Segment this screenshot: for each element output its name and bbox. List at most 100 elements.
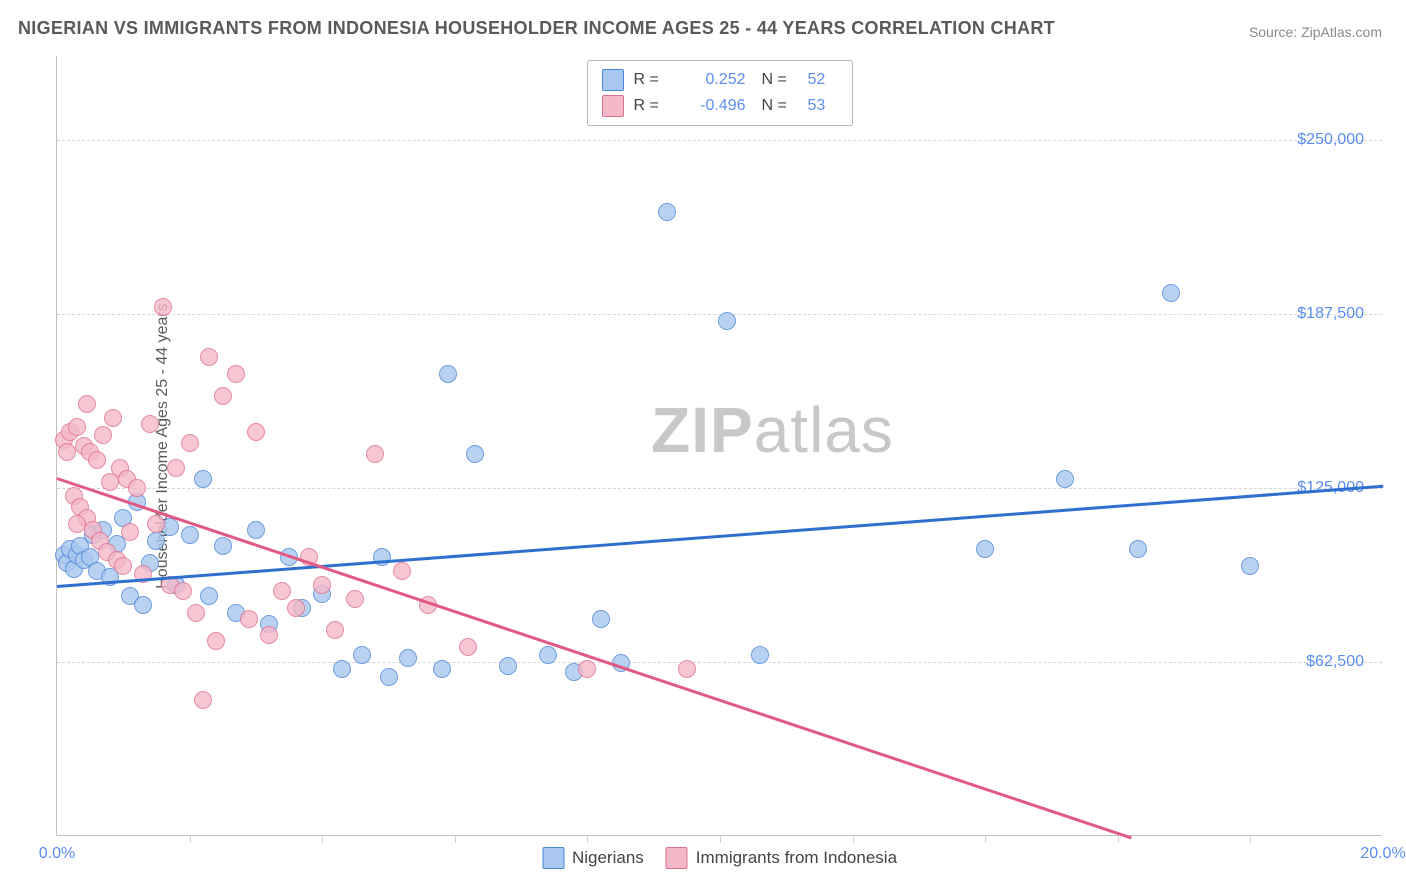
legend-label: Nigerians	[572, 848, 644, 868]
x-tick-minor	[985, 835, 986, 843]
n-value: 52	[808, 71, 838, 89]
data-point	[380, 668, 398, 686]
data-point	[174, 582, 192, 600]
data-point	[94, 426, 112, 444]
x-tick-minor	[322, 835, 323, 843]
data-point	[1162, 284, 1180, 302]
data-point	[260, 626, 278, 644]
x-tick-minor	[455, 835, 456, 843]
legend-swatch	[666, 847, 688, 869]
data-point	[326, 621, 344, 639]
data-point	[499, 657, 517, 675]
data-point	[214, 387, 232, 405]
r-value: 0.252	[676, 71, 746, 89]
data-point	[194, 691, 212, 709]
data-point	[539, 646, 557, 664]
y-tick-label: $62,500	[1306, 653, 1364, 671]
x-tick-minor	[587, 835, 588, 843]
data-point	[214, 537, 232, 555]
data-point	[227, 365, 245, 383]
stats-legend-row: R =-0.496N =53	[602, 93, 838, 119]
gridline-h	[57, 140, 1382, 141]
r-label: R =	[634, 97, 666, 115]
trend-line	[57, 477, 1132, 839]
legend-label: Immigrants from Indonesia	[696, 848, 897, 868]
n-label: N =	[762, 97, 798, 115]
x-tick-label: 20.0%	[1360, 845, 1405, 863]
data-point	[353, 646, 371, 664]
data-point	[346, 590, 364, 608]
data-point	[200, 348, 218, 366]
x-tick-label: 0.0%	[39, 845, 75, 863]
data-point	[147, 532, 165, 550]
stats-legend: R =0.252N =52R =-0.496N =53	[587, 60, 853, 126]
legend-swatch	[602, 69, 624, 91]
data-point	[181, 434, 199, 452]
x-tick-minor	[190, 835, 191, 843]
data-point	[200, 587, 218, 605]
data-point	[433, 660, 451, 678]
data-point	[141, 415, 159, 433]
x-tick-minor	[853, 835, 854, 843]
source-label: Source: ZipAtlas.com	[1249, 24, 1382, 40]
data-point	[399, 649, 417, 667]
data-point	[678, 660, 696, 678]
data-point	[366, 445, 384, 463]
data-point	[976, 540, 994, 558]
data-point	[187, 604, 205, 622]
chart-title: NIGERIAN VS IMMIGRANTS FROM INDONESIA HO…	[18, 18, 1055, 39]
series-legend: Nigerians Immigrants from Indonesia	[542, 847, 897, 869]
gridline-h	[57, 662, 1382, 663]
data-point	[78, 395, 96, 413]
data-point	[718, 312, 736, 330]
x-tick-minor	[1250, 835, 1251, 843]
data-point	[147, 515, 165, 533]
data-point	[240, 610, 258, 628]
data-point	[751, 646, 769, 664]
x-tick-minor	[1118, 835, 1119, 843]
legend-swatch	[602, 95, 624, 117]
data-point	[578, 660, 596, 678]
data-point	[439, 365, 457, 383]
y-tick-label: $250,000	[1297, 131, 1364, 149]
legend-item: Immigrants from Indonesia	[666, 847, 897, 869]
data-point	[333, 660, 351, 678]
data-point	[373, 548, 391, 566]
data-point	[104, 409, 122, 427]
data-point	[58, 443, 76, 461]
gridline-h	[57, 488, 1382, 489]
data-point	[287, 599, 305, 617]
data-point	[194, 470, 212, 488]
data-point	[658, 203, 676, 221]
n-value: 53	[808, 97, 838, 115]
data-point	[459, 638, 477, 656]
data-point	[592, 610, 610, 628]
data-point	[1129, 540, 1147, 558]
data-point	[114, 557, 132, 575]
data-point	[181, 526, 199, 544]
data-point	[207, 632, 225, 650]
data-point	[1056, 470, 1074, 488]
data-point	[128, 479, 146, 497]
data-point	[88, 451, 106, 469]
legend-swatch	[542, 847, 564, 869]
data-point	[68, 515, 86, 533]
data-point	[121, 523, 139, 541]
r-label: R =	[634, 71, 666, 89]
data-point	[273, 582, 291, 600]
plot-area: ZIPatlas R =0.252N =52R =-0.496N =53 Nig…	[56, 56, 1382, 836]
watermark: ZIPatlas	[651, 393, 894, 467]
n-label: N =	[762, 71, 798, 89]
data-point	[134, 596, 152, 614]
x-tick-minor	[720, 835, 721, 843]
data-point	[247, 423, 265, 441]
data-point	[466, 445, 484, 463]
data-point	[68, 418, 86, 436]
data-point	[247, 521, 265, 539]
data-point	[154, 298, 172, 316]
data-point	[393, 562, 411, 580]
stats-legend-row: R = 0.252 N = 52	[602, 67, 838, 93]
data-point	[167, 459, 185, 477]
y-tick-label: $187,500	[1297, 305, 1364, 323]
legend-item: Nigerians	[542, 847, 644, 869]
